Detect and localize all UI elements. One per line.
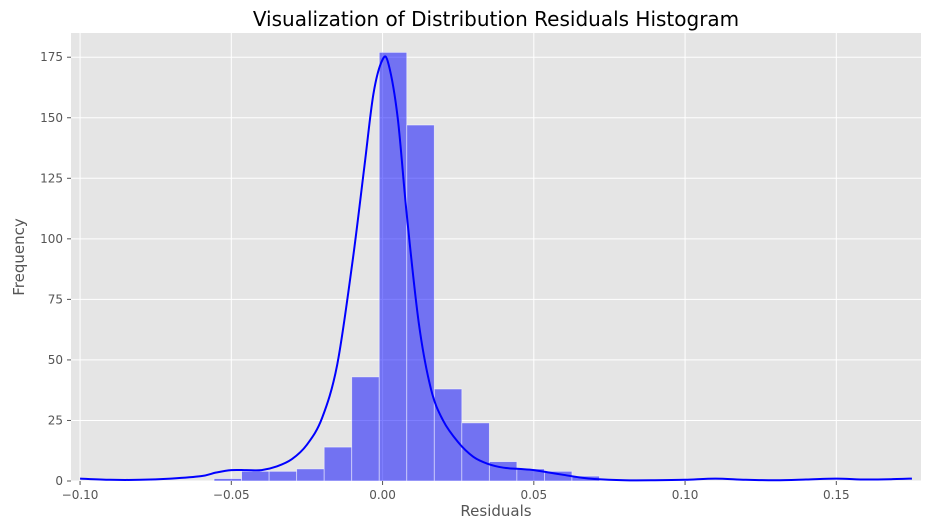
y-tick-label: 0 bbox=[55, 474, 63, 488]
y-tick-label: 100 bbox=[40, 232, 63, 246]
x-axis-ticks: −0.10 −0.05 0.00 0.05 0.10 0.15 bbox=[62, 481, 850, 502]
histogram-bar bbox=[406, 124, 435, 482]
gridlines bbox=[71, 33, 921, 482]
histogram-bar bbox=[323, 446, 353, 482]
histogram-bar bbox=[213, 478, 243, 482]
histogram-bar bbox=[461, 422, 490, 482]
histogram-bar bbox=[296, 468, 325, 482]
y-tick-label: 25 bbox=[48, 413, 63, 427]
x-tick-label: −0.10 bbox=[62, 488, 99, 502]
y-axis-ticks: 0 25 50 75 100 125 150 175 bbox=[40, 50, 71, 488]
histogram-bar bbox=[351, 376, 380, 482]
y-tick-label: 125 bbox=[40, 171, 63, 185]
y-tick-label: 150 bbox=[40, 111, 63, 125]
y-tick-label: 75 bbox=[48, 292, 63, 306]
histogram-bar bbox=[268, 470, 298, 482]
y-tick-label: 175 bbox=[40, 50, 63, 64]
y-axis-label: Frequency bbox=[10, 218, 28, 296]
histogram-bar bbox=[433, 388, 463, 482]
histogram-bar bbox=[378, 51, 408, 482]
histogram-bar bbox=[488, 461, 518, 482]
kde-line bbox=[80, 55, 912, 482]
chart-title: Visualization of Distribution Residuals … bbox=[253, 7, 739, 31]
x-tick-label: 0.00 bbox=[369, 488, 396, 502]
histogram-bar bbox=[241, 470, 270, 482]
x-tick-label: 0.10 bbox=[672, 488, 699, 502]
x-tick-label: 0.05 bbox=[520, 488, 547, 502]
x-tick-label: −0.05 bbox=[213, 488, 250, 502]
x-tick-label: 0.15 bbox=[823, 488, 850, 502]
histogram-bars bbox=[213, 51, 600, 482]
plot-area bbox=[71, 33, 921, 481]
x-axis-label: Residuals bbox=[460, 502, 531, 520]
y-tick-label: 50 bbox=[48, 353, 63, 367]
